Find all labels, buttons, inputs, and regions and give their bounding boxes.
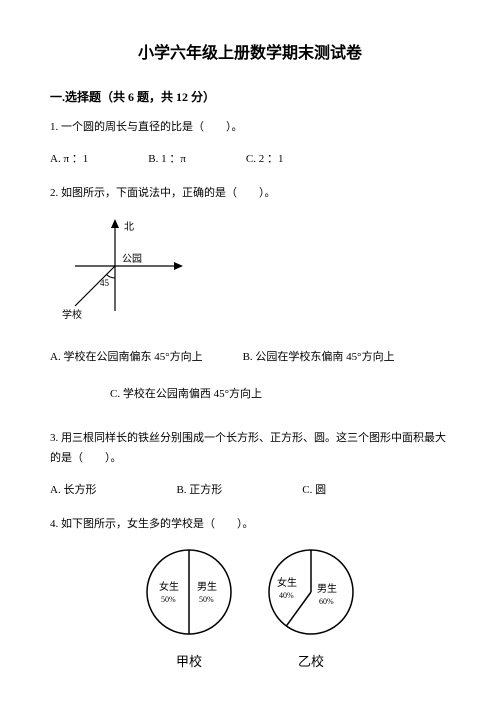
q2-optA: A. 学校在公园南偏东 45°方向上 [50,348,203,368]
q1-optC: C. 2 ：1 [246,150,284,170]
pie-b: 女生 40% 男生 60% 乙校 [265,546,357,673]
q2-options: A. 学校在公园南偏东 45°方向上 B. 公园在学校东偏南 45°方向上 C.… [50,348,450,406]
pie-b-name: 乙校 [265,650,357,673]
svg-text:60%: 60% [319,597,334,606]
pie-a-name: 甲校 [143,650,235,673]
angle-label: 45 [100,278,110,288]
q3-optB: B. 正方形 [176,481,222,501]
q1-optA: A. π ：1 [50,150,88,170]
q3-text: 3. 用三根同样长的铁丝分别围成一个长方形、正方形、圆。这三个图形中面积最大的是… [50,429,450,469]
page-title: 小学六年级上册数学期末测试卷 [50,40,450,69]
park-label: 公园 [122,253,142,265]
svg-text:50%: 50% [161,595,176,604]
q4-text: 4. 如下图所示，女生多的学校是（ ）。 [50,515,450,535]
q1-optB: B. 1 ：π [148,150,186,170]
school-label: 学校 [62,308,82,321]
q4-pies: 女生 50% 男生 50% 甲校 女生 40% 男生 60% 乙校 [50,546,450,673]
q2-optC: C. 学校在公园南偏西 45°方向上 [50,385,450,405]
svg-text:男生: 男生 [317,582,337,595]
svg-text:40%: 40% [279,591,294,600]
q2-text: 2. 如图所示，下面说法中，正确的是（ ）。 [50,184,450,204]
q3-optA: A. 长方形 [50,481,96,501]
svg-text:男生: 男生 [197,580,217,593]
q3-optC: C. 圆 [302,481,326,501]
q1-options: A. π ：1 B. 1 ：π C. 2 ：1 [50,150,450,170]
q3-options: A. 长方形 B. 正方形 C. 圆 [50,481,450,501]
svg-text:女生: 女生 [277,576,297,589]
q2-optB: B. 公园在学校东偏南 45°方向上 [243,348,395,368]
pie-a: 女生 50% 男生 50% 甲校 [143,546,235,673]
q2-diagram: 北 公园 45 学校 [60,216,450,334]
svg-text:女生: 女生 [159,580,179,593]
q1-text: 1. 一个圆的周长与直径的比是（ ）。 [50,118,450,138]
svg-text:50%: 50% [199,595,214,604]
section-header: 一.选择题（共 6 题，共 12 分） [50,87,450,109]
north-label: 北 [124,221,134,233]
